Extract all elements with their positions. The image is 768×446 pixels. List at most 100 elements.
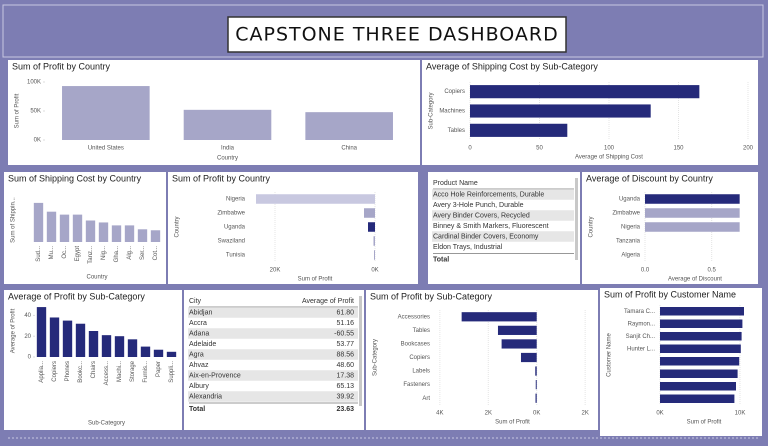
bar <box>62 86 150 140</box>
bar <box>59 214 70 242</box>
bar <box>183 109 272 140</box>
row-band <box>188 349 358 360</box>
x-tick-label: 100 <box>604 146 615 152</box>
x-tick-label: Nig... <box>101 246 107 260</box>
x-axis-label: Average of Discount <box>668 277 722 283</box>
x-tick-label: Copiers <box>52 361 58 382</box>
y-tick-label: Sanjit Ch... <box>626 334 656 340</box>
bar <box>127 339 138 357</box>
bar <box>660 357 740 366</box>
panel <box>168 172 418 284</box>
y-tick-label: Nigeria <box>621 225 641 231</box>
column-header: Average of Profit <box>302 298 354 305</box>
y-tick-label: Algeria <box>621 253 640 259</box>
table-cell: Alexandria <box>189 393 222 400</box>
y-axis-label: Sum of Shippin... <box>11 197 17 243</box>
x-tick-label: Suppli... <box>169 361 175 383</box>
y-tick-label: Zimbabwe <box>217 211 245 217</box>
bar <box>645 208 740 218</box>
x-tick-label: 0.5 <box>707 268 716 274</box>
panel <box>366 290 598 430</box>
chart-title: Sum of Profit by Customer Name <box>604 289 736 299</box>
y-tick-label: Uganda <box>224 225 246 231</box>
y-tick-label: 100K <box>27 80 41 86</box>
x-tick-label: Tanz... <box>88 246 94 264</box>
title-box <box>227 16 567 53</box>
table-cell: Albury <box>189 383 209 390</box>
x-axis-label: Country <box>217 156 238 162</box>
bar <box>497 325 537 335</box>
y-tick-label: Labels <box>412 369 430 375</box>
bar <box>660 332 742 341</box>
x-tick-label: Egypt <box>75 246 81 262</box>
y-tick-label: Zimbabwe <box>612 211 640 217</box>
bar <box>85 220 96 242</box>
total-cell: 23.63 <box>336 406 354 413</box>
x-tick-label: Cot... <box>153 246 159 261</box>
y-tick-label: Uganda <box>619 197 641 203</box>
y-tick-label: Copiers <box>444 89 465 95</box>
bar <box>374 250 375 260</box>
x-axis-label: Sub-Category <box>88 421 125 427</box>
bar <box>535 393 537 403</box>
table-cell: -60.55 <box>334 330 354 337</box>
x-tick-label: 0K <box>371 268 378 274</box>
chart-title: Average of Profit by Sub-Category <box>8 291 145 301</box>
y-axis-label: Sub-Category <box>429 92 435 129</box>
scrollbar <box>575 178 578 260</box>
x-tick-label: India <box>221 146 235 152</box>
x-axis-label: Country <box>86 275 107 281</box>
y-tick-label: Fasteners <box>403 382 430 388</box>
table-cell: Agra <box>189 351 204 358</box>
table-cell: Adana <box>189 330 209 337</box>
x-tick-label: 2K <box>581 411 588 417</box>
y-tick-label: Raymon... <box>628 321 656 327</box>
bar <box>660 344 741 353</box>
x-axis-label: Sum of Profit <box>687 420 722 426</box>
y-tick-label: Copiers <box>409 355 430 361</box>
total-cell: Total <box>433 256 449 263</box>
chart-title: Sum of Shipping Cost by Country <box>8 173 142 183</box>
y-tick-label: 40 <box>24 313 31 319</box>
x-tick-label: 50 <box>536 146 543 152</box>
y-axis-label: Average of Profit <box>11 308 17 353</box>
row-band <box>188 307 358 318</box>
bar <box>111 225 122 242</box>
x-tick-label: Machi... <box>117 361 123 382</box>
x-tick-label: Chairs <box>91 361 97 378</box>
x-tick-label: 150 <box>673 146 684 152</box>
bar <box>114 336 125 357</box>
chart-title: Average of Discount by Country <box>586 173 713 183</box>
total-cell: Total <box>189 406 205 413</box>
bar <box>153 349 164 357</box>
y-axis-label: Sub-Category <box>373 339 379 376</box>
x-tick-label: Phones <box>65 361 71 381</box>
bar <box>501 339 537 349</box>
y-tick-label: Swaziland <box>218 239 245 245</box>
table-cell: Ahvaz <box>189 362 209 369</box>
x-tick-label: China <box>341 146 357 152</box>
chart-title: Sum of Profit by Country <box>172 173 271 183</box>
y-tick-label: Tamara C... <box>624 309 655 315</box>
x-tick-label: 2K <box>485 411 492 417</box>
y-tick-label: Accessories <box>398 314 430 320</box>
x-axis-label: Sum of Profit <box>495 420 530 426</box>
x-tick-label: Ser... <box>140 246 146 260</box>
x-tick-label: Gha... <box>114 246 120 263</box>
scrollbar <box>359 296 362 406</box>
x-tick-label: Applia... <box>39 361 45 383</box>
bar <box>660 394 735 403</box>
bar <box>72 214 83 242</box>
table-cell: Eldon Trays, Industrial <box>433 244 503 251</box>
bar <box>660 369 738 378</box>
bar <box>140 346 151 357</box>
bar <box>98 222 109 242</box>
column-header: Product Name <box>433 180 478 187</box>
row-band <box>188 370 358 381</box>
bar <box>660 307 744 316</box>
x-tick-label: 20K <box>270 268 281 274</box>
y-tick-label: Tunisia <box>226 253 246 259</box>
y-axis-label: Customer Name <box>607 333 613 377</box>
bar <box>36 307 47 357</box>
